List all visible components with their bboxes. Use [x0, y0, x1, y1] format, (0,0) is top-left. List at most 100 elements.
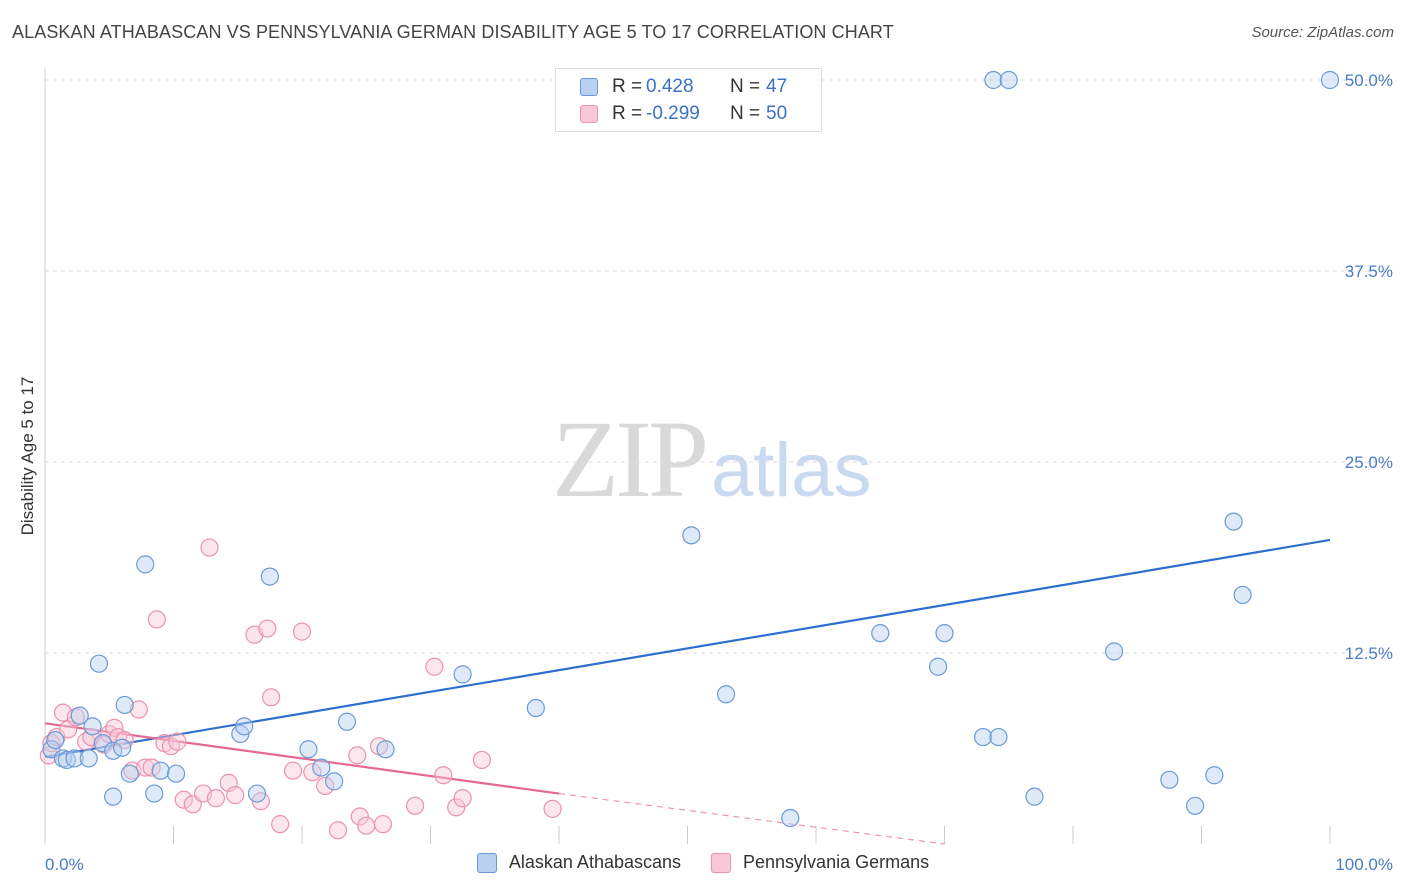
data-point-pennsylvania-germans [316, 776, 335, 796]
correlation-legend: R = 0.428 N = 47 R = -0.299 N = 50 [555, 68, 822, 132]
data-point-alaskan-athabascans [1224, 512, 1243, 531]
data-point-pennsylvania-germans [373, 815, 393, 834]
data-point-alaskan-athabascans [299, 740, 318, 759]
x-tick-label-max: 100.0% [1335, 855, 1393, 874]
data-point-alaskan-athabascans [104, 787, 123, 806]
data-point-pennsylvania-germans [543, 799, 562, 818]
data-point-pennsylvania-germans [174, 790, 193, 809]
data-point-pennsylvania-germans [147, 610, 166, 629]
legend-n-value: 47 [766, 76, 788, 97]
data-point-pennsylvania-germans [292, 622, 312, 641]
legend-row-pennsylvania-germans: R = -0.299 N = 50 [580, 102, 787, 126]
data-point-alaskan-athabascans [83, 717, 102, 736]
series-label: Alaskan Athabascans [508, 852, 682, 872]
legend-swatch-pink [580, 105, 598, 123]
data-point-alaskan-athabascans [89, 654, 109, 673]
data-point-pennsylvania-germans [168, 732, 187, 751]
trend-line-pennsylvania-germans-extension [558, 792, 945, 845]
data-point-alaskan-athabascans [79, 749, 98, 768]
data-point-alaskan-athabascans [260, 567, 279, 586]
legend-r-label: R = [612, 76, 643, 97]
trend-line-pennsylvania-germans [44, 722, 560, 795]
data-point-alaskan-athabascans [235, 717, 254, 736]
source-label: Source: ZipAtlas.com [1251, 24, 1394, 41]
data-point-pennsylvania-germans [348, 746, 367, 765]
data-point-alaskan-athabascans [376, 740, 395, 759]
data-point-pennsylvania-germans [328, 821, 348, 840]
data-point-alaskan-athabascans [115, 695, 134, 715]
data-point-pennsylvania-germans [472, 750, 491, 770]
series-swatch-blue [476, 852, 497, 873]
legend-swatch-blue [580, 78, 598, 96]
data-point-alaskan-athabascans [453, 665, 472, 684]
series-label: Pennsylvania Germans [743, 852, 930, 872]
data-point-pennsylvania-germans [303, 763, 322, 782]
series-legend-pennsylvania-germans: Pennsylvania Germans [711, 852, 929, 873]
data-point-alaskan-athabascans [93, 734, 112, 753]
y-tick-label: 50.0% [1345, 71, 1393, 90]
legend-n-label: N = [730, 103, 761, 124]
data-point-alaskan-athabascans [70, 706, 89, 725]
x-tick-label-min: 0.0% [45, 855, 84, 874]
pennsylvania-germans-points [39, 538, 562, 840]
data-point-alaskan-athabascans [145, 784, 164, 803]
data-point-alaskan-athabascans [136, 555, 155, 574]
trend-line-alaskan-athabascans [44, 538, 1331, 758]
data-point-alaskan-athabascans [1105, 642, 1124, 661]
data-point-alaskan-athabascans [337, 712, 357, 731]
data-point-alaskan-athabascans [1320, 70, 1340, 90]
data-point-pennsylvania-germans [206, 789, 226, 808]
data-point-pennsylvania-germans [283, 761, 303, 780]
data-point-alaskan-athabascans [871, 624, 890, 643]
data-point-alaskan-athabascans [57, 750, 76, 770]
data-point-alaskan-athabascans [682, 526, 701, 545]
legend-r-value: 0.428 [646, 76, 694, 97]
data-point-pennsylvania-germans [200, 538, 219, 557]
data-point-alaskan-athabascans [247, 784, 267, 803]
legend-r-value: -0.299 [646, 103, 700, 124]
data-point-pennsylvania-germans [434, 766, 453, 785]
data-point-pennsylvania-germans [262, 688, 281, 707]
data-point-alaskan-athabascans [989, 727, 1008, 747]
data-point-pennsylvania-germans [258, 619, 277, 638]
data-point-alaskan-athabascans [120, 764, 139, 783]
data-point-pennsylvania-germans [129, 700, 148, 719]
data-point-alaskan-athabascans [312, 758, 331, 777]
data-point-pennsylvania-germans [350, 807, 369, 826]
data-point-alaskan-athabascans [1185, 796, 1205, 815]
data-point-alaskan-athabascans [928, 657, 948, 676]
data-point-alaskan-athabascans [1233, 585, 1252, 605]
data-point-alaskan-athabascans [166, 764, 186, 783]
data-point-alaskan-athabascans [1160, 770, 1179, 789]
data-point-alaskan-athabascans [151, 761, 170, 780]
data-point-pennsylvania-germans [453, 789, 472, 808]
y-tick-label: 37.5% [1345, 262, 1393, 281]
data-point-pennsylvania-germans [105, 718, 124, 737]
tick-labels: 12.5% 25.0% 37.5% 50.0% 0.0% 100.0% [45, 71, 1393, 874]
series-legend-alaskan-athabascans: Alaskan Athabascans [476, 852, 682, 873]
series-swatch-pink [711, 852, 732, 873]
alaskan-athabascans-points [42, 70, 1340, 828]
data-point-alaskan-athabascans [781, 808, 800, 828]
data-point-alaskan-athabascans [999, 70, 1018, 90]
legend-row-alaskan-athabascans: R = 0.428 N = 47 [580, 75, 787, 99]
grid-lines [45, 79, 1388, 654]
legend-r-label: R = [612, 103, 643, 124]
data-point-alaskan-athabascans [112, 738, 132, 757]
data-point-alaskan-athabascans [65, 749, 84, 768]
axes [44, 68, 1331, 844]
data-point-pennsylvania-germans [447, 798, 466, 817]
data-point-alaskan-athabascans [984, 70, 1003, 90]
data-point-pennsylvania-germans [425, 657, 444, 676]
data-point-pennsylvania-germans [271, 815, 290, 834]
chart-title: ALASKAN ATHABASCAN VS PENNSYLVANIA GERMA… [12, 22, 894, 42]
y-tick-label: 12.5% [1345, 644, 1393, 663]
legend-n-label: N = [730, 76, 761, 97]
data-point-alaskan-athabascans [935, 624, 954, 643]
trend-lines [44, 538, 1331, 845]
data-point-pennsylvania-germans [136, 758, 155, 777]
series-legend: Alaskan Athabascans Pennsylvania Germans [0, 852, 1406, 873]
y-tick-label: 25.0% [1345, 453, 1393, 472]
data-point-alaskan-athabascans [1205, 766, 1224, 785]
